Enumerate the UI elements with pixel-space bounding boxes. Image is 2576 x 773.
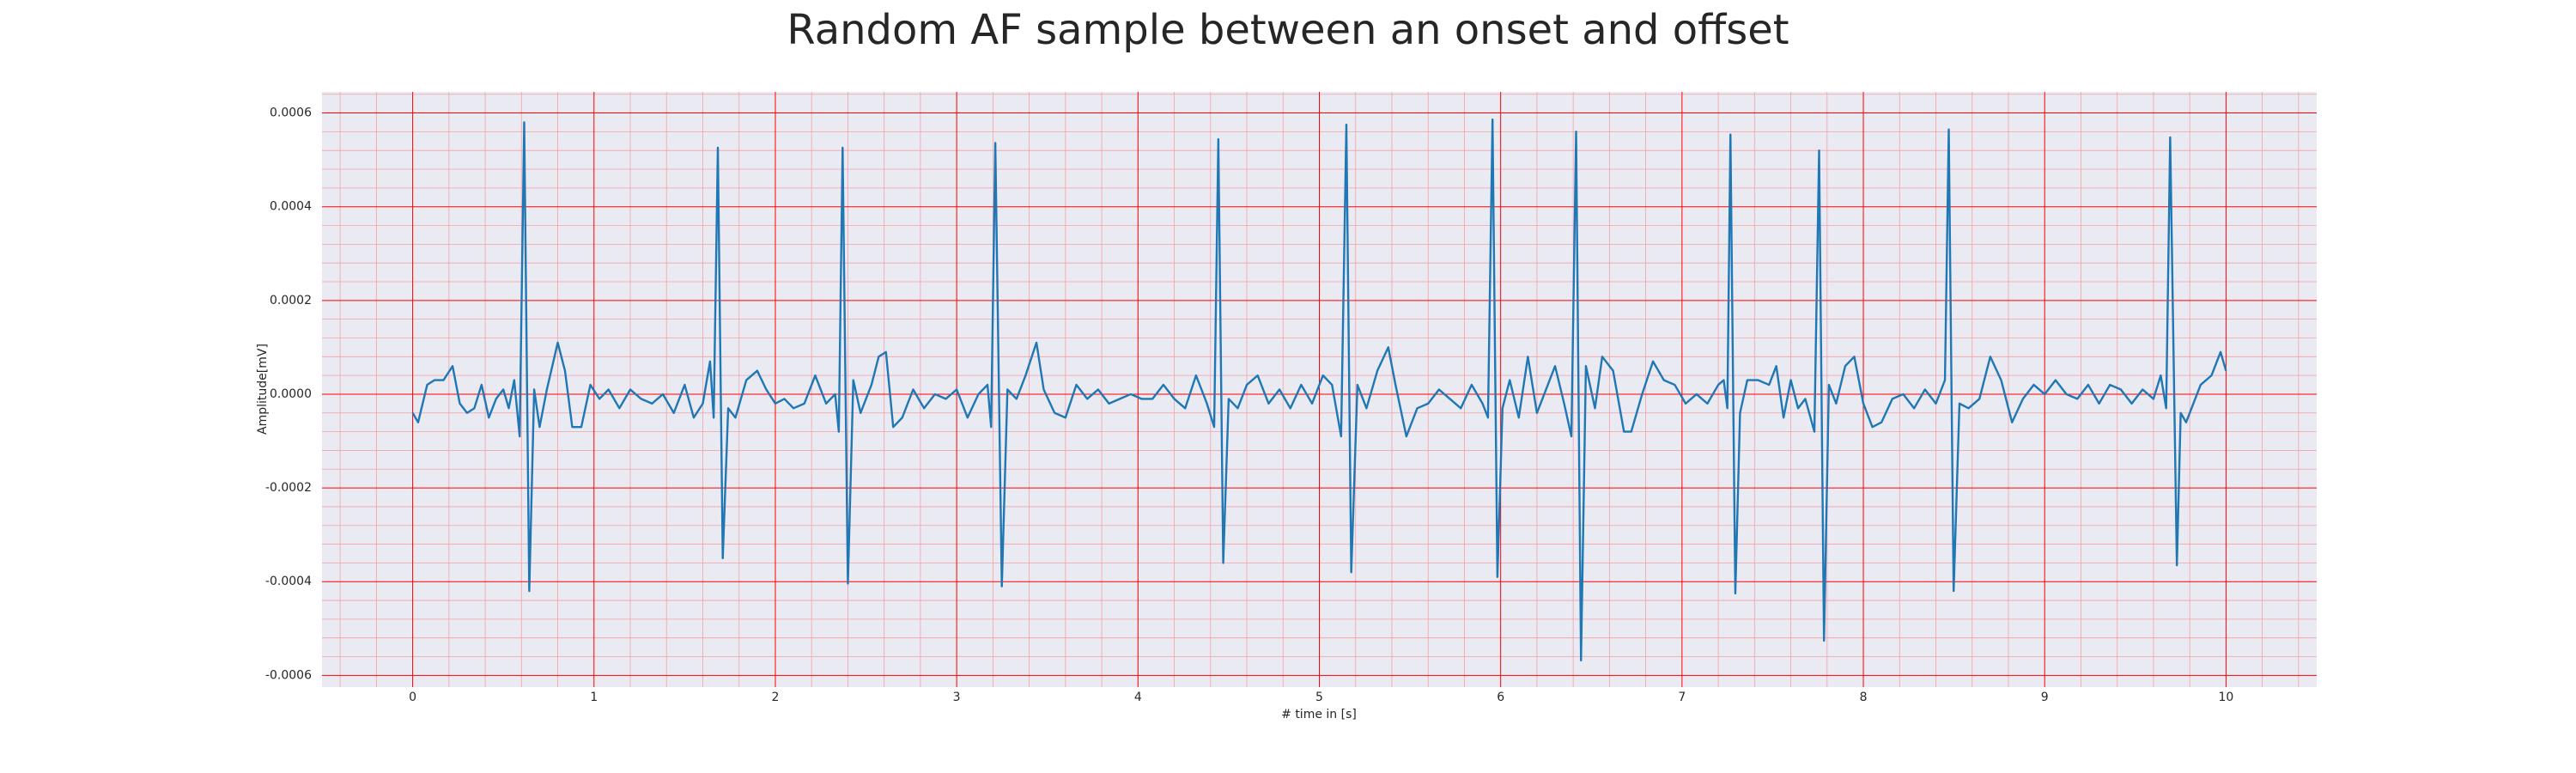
x-tick-label: 6 — [1497, 691, 1504, 704]
y-tick-label: 0.0000 — [270, 387, 312, 401]
x-axis-label: # time in [s] — [1281, 708, 1357, 721]
data-layer — [411, 118, 2227, 662]
x-tick-label: 10 — [2218, 691, 2233, 704]
x-tick-label: 8 — [1860, 691, 1868, 704]
y-tick-label: -0.0002 — [265, 481, 312, 495]
x-tick-label: 1 — [590, 691, 598, 704]
x-tick-label: 0 — [409, 691, 416, 704]
y-tick-label: -0.0006 — [265, 668, 312, 682]
x-tick-label: 7 — [1678, 691, 1686, 704]
y-tick-label: 0.0006 — [270, 107, 312, 120]
x-tick-label: 3 — [953, 691, 961, 704]
x-tick-label: 9 — [2041, 691, 2049, 704]
line — [411, 118, 2227, 662]
y-axis-label: Amplitude[mV] — [256, 344, 270, 435]
y-tick-label: -0.0004 — [265, 575, 312, 588]
x-tick-label: 4 — [1134, 691, 1142, 704]
x-tick-label: 2 — [771, 691, 779, 704]
y-tick-label: 0.0002 — [270, 294, 312, 307]
chart-title: Random AF sample between an onset and of… — [787, 6, 1789, 54]
x-tick-label: 5 — [1315, 691, 1323, 704]
major-grid — [322, 92, 2317, 687]
y-tick-label: 0.0004 — [270, 200, 312, 214]
